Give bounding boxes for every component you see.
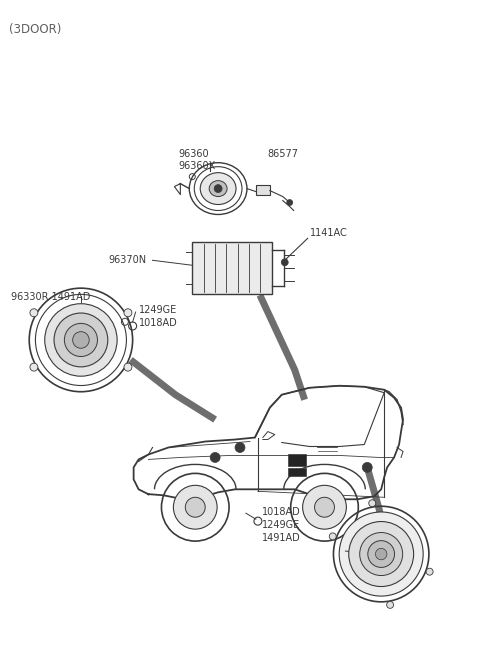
Circle shape xyxy=(185,497,205,517)
Text: 1018AD: 1018AD xyxy=(262,507,300,517)
Ellipse shape xyxy=(200,173,236,204)
Text: (3DOOR): (3DOOR) xyxy=(9,24,62,36)
Circle shape xyxy=(72,331,89,348)
Circle shape xyxy=(54,313,108,367)
Text: 1249GE: 1249GE xyxy=(262,520,300,530)
Circle shape xyxy=(369,500,376,507)
Circle shape xyxy=(426,568,433,575)
Circle shape xyxy=(368,540,395,567)
Bar xyxy=(288,468,306,476)
Text: 1018AD: 1018AD xyxy=(139,318,177,328)
Circle shape xyxy=(64,324,97,356)
Bar xyxy=(256,185,270,195)
Circle shape xyxy=(362,462,372,472)
Text: 1141AC: 1141AC xyxy=(310,229,348,238)
Circle shape xyxy=(339,512,423,596)
Text: 96330L: 96330L xyxy=(344,545,381,555)
Circle shape xyxy=(329,533,336,540)
Text: 96330R 1491AD: 96330R 1491AD xyxy=(12,292,91,302)
Circle shape xyxy=(360,533,403,576)
Circle shape xyxy=(349,521,414,586)
Circle shape xyxy=(302,485,347,529)
Circle shape xyxy=(30,309,38,317)
Circle shape xyxy=(30,363,38,371)
Text: 96360X: 96360X xyxy=(179,160,216,171)
Circle shape xyxy=(387,601,394,608)
Text: 1249GE: 1249GE xyxy=(139,305,177,315)
Circle shape xyxy=(124,309,132,317)
Circle shape xyxy=(210,453,220,462)
Ellipse shape xyxy=(209,181,227,196)
Circle shape xyxy=(235,443,245,453)
Text: 96370N: 96370N xyxy=(109,255,147,265)
Circle shape xyxy=(375,548,387,560)
Bar xyxy=(192,242,272,294)
Circle shape xyxy=(45,304,117,376)
Text: 1491AD: 1491AD xyxy=(262,533,300,543)
Circle shape xyxy=(173,485,217,529)
Text: 96360: 96360 xyxy=(179,149,209,159)
Text: 86577: 86577 xyxy=(268,149,299,159)
Circle shape xyxy=(314,497,335,517)
Bar xyxy=(288,455,306,466)
Circle shape xyxy=(281,259,288,266)
Circle shape xyxy=(124,363,132,371)
Circle shape xyxy=(214,185,222,193)
Circle shape xyxy=(287,200,293,206)
